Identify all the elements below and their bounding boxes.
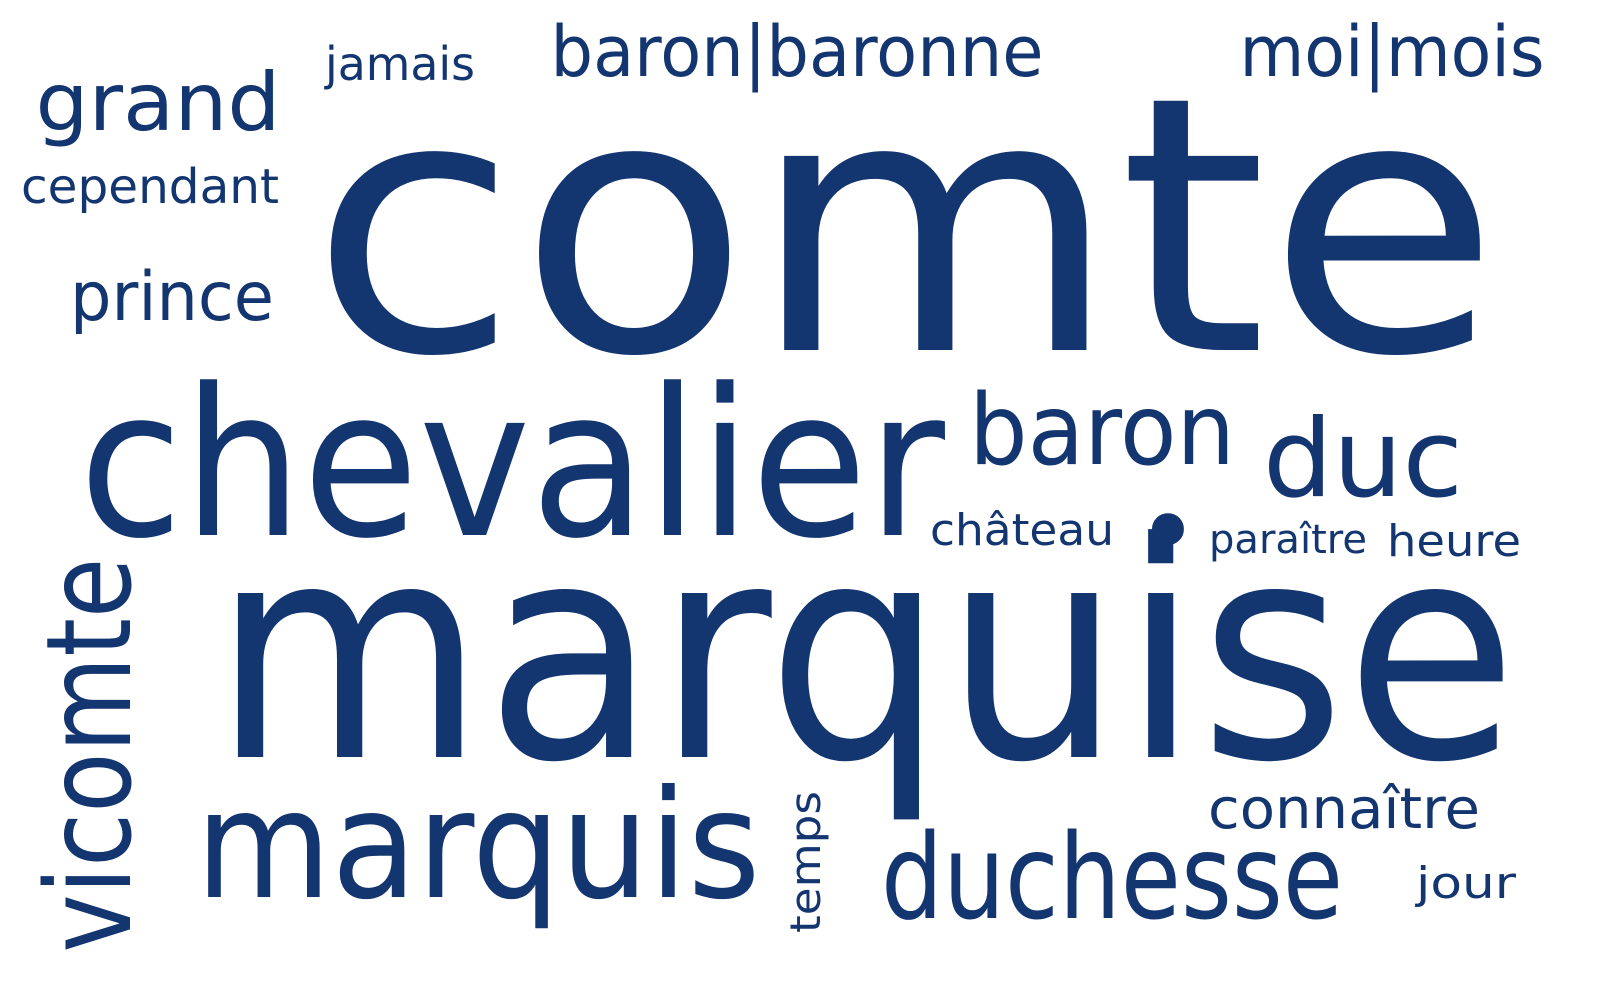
word-chateau: château xyxy=(930,505,1114,556)
word-chevalier: chevalier xyxy=(79,346,946,584)
word-marquise: marquise xyxy=(213,479,1518,828)
word-grand: grand xyxy=(36,56,281,149)
word-baron-baronne: baron|baronne xyxy=(551,11,1044,93)
word-dot: • xyxy=(1136,468,1201,596)
word-connaitre: connaître xyxy=(1208,777,1480,842)
word-temps: temps xyxy=(781,791,830,933)
word-jamais: jamais xyxy=(324,37,475,91)
word-duc: duc xyxy=(1263,397,1463,522)
word-cependant: cependant xyxy=(21,159,279,215)
word-comte: comte xyxy=(310,20,1500,434)
word-heure: heure xyxy=(1387,516,1521,567)
word-vicomte: vicomte xyxy=(20,558,158,953)
word-baron: baron xyxy=(969,374,1235,488)
word-jour: jour xyxy=(1415,858,1517,909)
word-prince: prince xyxy=(70,258,274,337)
word-moi-mois: moi|mois xyxy=(1240,11,1545,93)
word-duchesse: duchesse xyxy=(881,808,1343,946)
word-marquis: marquis xyxy=(196,759,761,933)
word-paraitre: paraître xyxy=(1209,517,1367,563)
